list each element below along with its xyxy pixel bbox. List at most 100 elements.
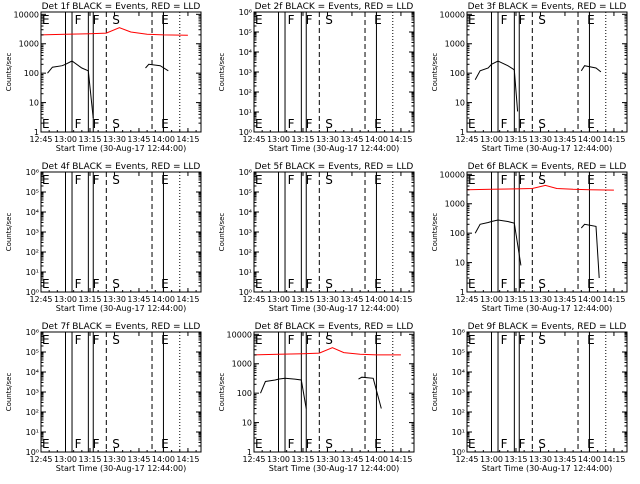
y-tick-label: 10⁰	[26, 288, 39, 297]
y-tick-label: 10⁶	[452, 328, 465, 337]
interval-marker-label: F	[519, 437, 526, 451]
y-tick-label: 1	[34, 128, 39, 137]
y-tick-label: 10²	[239, 248, 252, 257]
events-series-line	[260, 377, 307, 409]
interval-marker-label: E	[587, 13, 595, 27]
x-tick-label: 13:30	[103, 135, 126, 144]
interval-marker-label: F	[501, 277, 508, 291]
interval-marker-label: S	[538, 277, 546, 291]
x-tick-label: 13:00	[54, 295, 77, 304]
x-tick-label: 12:45	[242, 295, 265, 304]
x-tick-label: 14:15	[602, 295, 625, 304]
y-tick-label: 10000	[14, 10, 39, 19]
interval-marker-label: F	[288, 437, 295, 451]
x-axis-label: Start Time (30-Aug-17 12:44:00)	[56, 144, 187, 153]
interval-marker-label: F	[306, 437, 313, 451]
interval-marker-label: S	[538, 437, 546, 451]
events-series-line	[580, 65, 602, 73]
interval-marker-label: F	[288, 277, 295, 291]
interval-marker-label: E	[374, 117, 382, 131]
x-axis-label: Start Time (30-Aug-17 12:44:00)	[269, 304, 400, 313]
y-axis-label: Counts/sec	[431, 53, 439, 92]
x-tick-label: 13:30	[316, 295, 339, 304]
x-tick-label: 13:45	[340, 295, 363, 304]
interval-marker-label: F	[519, 333, 526, 347]
y-axis-label: Counts/sec	[431, 213, 439, 252]
interval-marker-label: E	[468, 277, 476, 291]
interval-marker-label: E	[161, 117, 169, 131]
interval-marker-label: E	[42, 333, 50, 347]
interval-marker-label: E	[374, 173, 382, 187]
y-axis-label: Counts/sec	[5, 213, 13, 252]
x-tick-label: 13:00	[480, 295, 503, 304]
interval-marker-label: F	[306, 13, 313, 27]
interval-marker-label: E	[374, 437, 382, 451]
y-tick-label: 10²	[452, 408, 465, 417]
y-tick-label: 100	[450, 69, 465, 78]
interval-marker-label: F	[75, 173, 82, 187]
x-tick-label: 13:15	[78, 295, 101, 304]
y-tick-label: 10³	[26, 228, 39, 237]
y-tick-label: 10⁰	[452, 448, 465, 457]
interval-marker-label: S	[325, 437, 333, 451]
x-tick-label: 14:15	[176, 455, 199, 464]
interval-marker-label: E	[161, 333, 169, 347]
x-tick-label: 14:15	[389, 295, 412, 304]
y-axis-label: Counts/sec	[431, 373, 439, 412]
lld-series-line	[466, 184, 614, 191]
interval-marker-label: S	[538, 13, 546, 27]
y-tick-label: 10³	[26, 388, 39, 397]
y-tick-label: 10¹	[26, 268, 39, 277]
interval-marker-label: E	[468, 13, 476, 27]
interval-marker-label: F	[75, 333, 82, 347]
y-axis-label: Counts/sec	[218, 213, 226, 252]
interval-marker-label: S	[325, 333, 333, 347]
y-tick-label: 10⁴	[239, 208, 252, 217]
panel-title: Det 6f BLACK = Events, RED = LLD	[468, 162, 627, 172]
x-tick-label: 12:45	[455, 455, 478, 464]
interval-marker-label: S	[112, 277, 120, 291]
interval-marker-label: E	[374, 333, 382, 347]
x-tick-label: 14:15	[602, 455, 625, 464]
x-axis-label: Start Time (30-Aug-17 12:44:00)	[56, 464, 187, 473]
interval-marker-label: E	[587, 333, 595, 347]
interval-marker-label: E	[255, 333, 263, 347]
x-tick-label: 13:00	[267, 455, 290, 464]
y-tick-label: 10⁶	[26, 168, 39, 177]
y-axis-label: Counts/sec	[5, 373, 13, 412]
x-tick-label: 13:00	[480, 455, 503, 464]
x-tick-label: 12:45	[242, 455, 265, 464]
x-tick-label: 14:00	[578, 135, 601, 144]
interval-marker-label: F	[306, 173, 313, 187]
events-series-line	[580, 223, 600, 279]
y-tick-label: 10000	[440, 10, 465, 19]
panel-title: Det 8f BLACK = Events, RED = LLD	[255, 322, 414, 332]
x-tick-label: 13:30	[103, 455, 126, 464]
y-tick-label: 10¹	[452, 428, 465, 437]
panel-title: Det 2f BLACK = Events, RED = LLD	[255, 2, 414, 12]
x-tick-label: 13:15	[504, 455, 527, 464]
x-tick-label: 14:00	[152, 455, 175, 464]
interval-marker-label: F	[306, 117, 313, 131]
interval-marker-label: E	[468, 333, 476, 347]
interval-marker-label: E	[255, 117, 263, 131]
interval-marker-label: E	[587, 117, 595, 131]
x-tick-label: 13:45	[340, 455, 363, 464]
plot-frame	[253, 331, 415, 453]
interval-marker-label: E	[255, 13, 263, 27]
panel-title: Det 1f BLACK = Events, RED = LLD	[42, 2, 201, 12]
y-tick-label: 10	[242, 419, 252, 428]
x-tick-label: 14:00	[365, 455, 388, 464]
y-tick-label: 10⁵	[239, 188, 252, 197]
interval-marker-label: S	[112, 437, 120, 451]
x-tick-label: 13:45	[127, 455, 150, 464]
plot-frame	[466, 171, 628, 293]
interval-marker-label: E	[587, 437, 595, 451]
y-tick-label: 10⁵	[239, 28, 252, 37]
interval-marker-label: F	[306, 277, 313, 291]
